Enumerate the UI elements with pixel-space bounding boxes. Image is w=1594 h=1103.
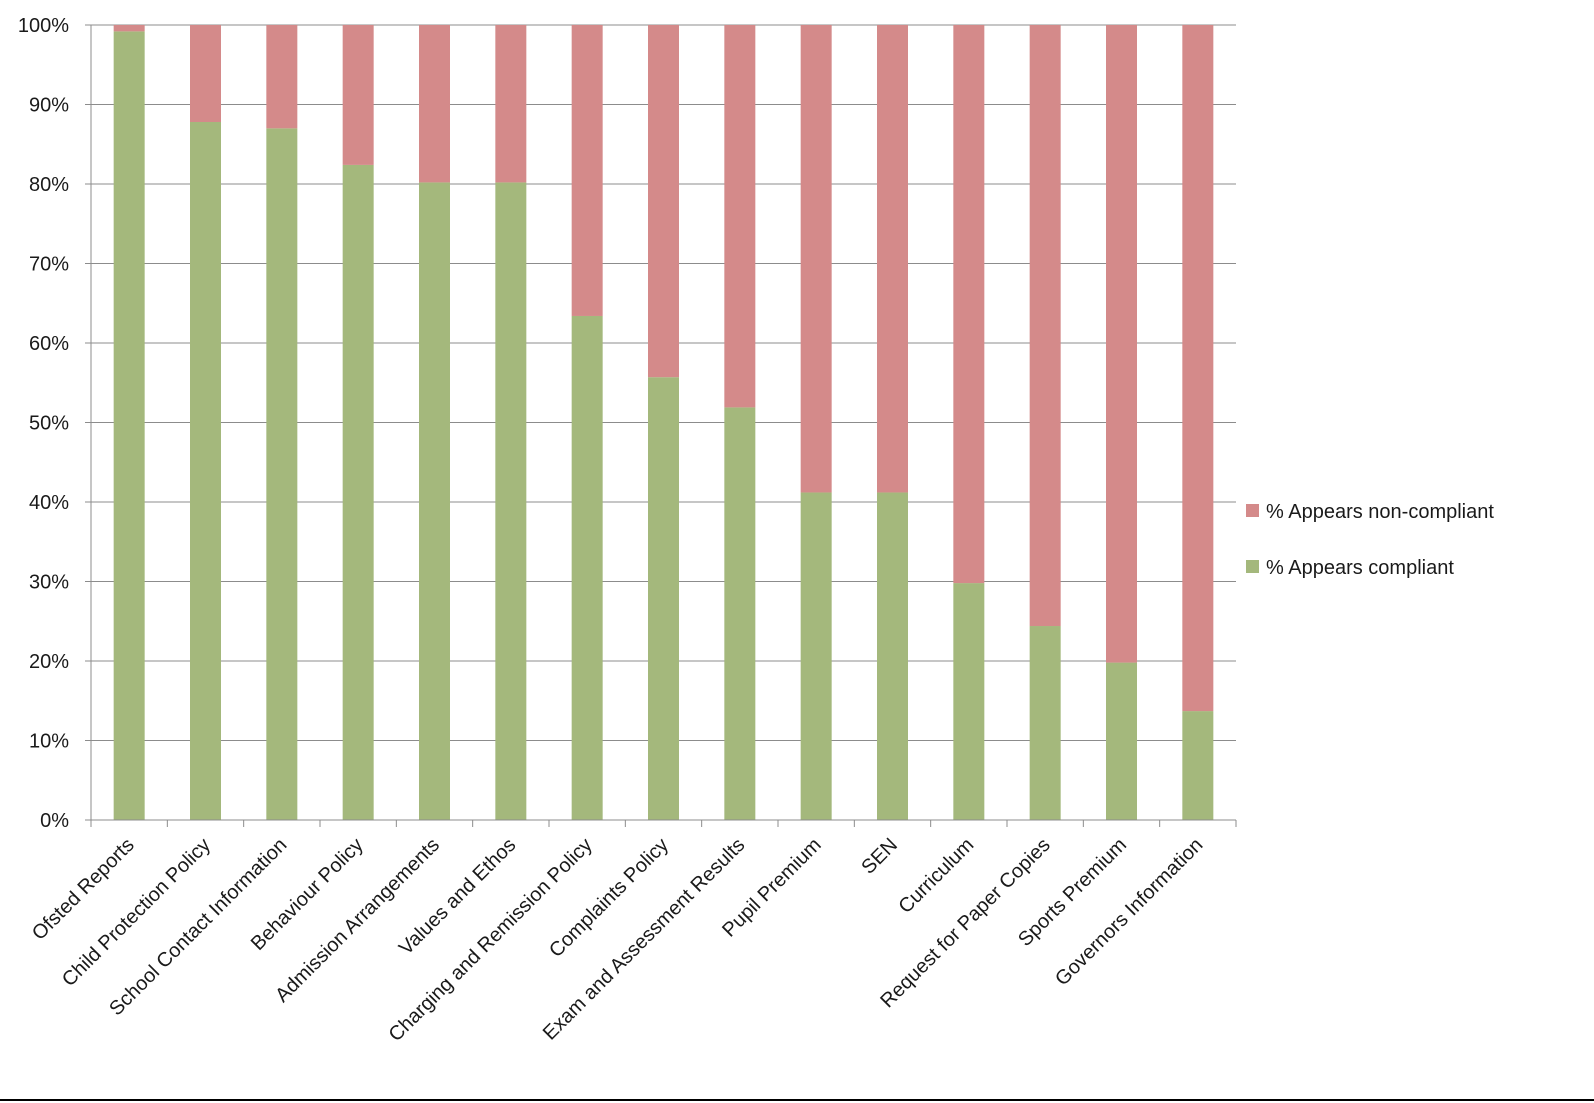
bar-segment [419,182,450,820]
y-tick-label: 40% [29,492,69,514]
x-category-label: Curriculum [894,834,978,918]
y-tick-label: 80% [29,174,69,196]
bar-segment [800,492,832,820]
bar-segment [571,315,603,820]
bar-segment [190,121,221,821]
bar-segment [724,25,756,408]
bar-segment [877,25,908,493]
bar-segment [571,25,603,316]
bar-segment [113,25,145,32]
bars [113,25,1214,821]
bar-segment [648,377,679,820]
legend-label: % Appears compliant [1266,557,1454,579]
y-tick-label: 100% [18,15,69,37]
x-category-label: Governors Information [1051,834,1207,990]
bar-segment [266,25,298,129]
bar-segment [953,583,985,820]
bar-segment [190,25,221,122]
bar-segment [495,182,527,820]
bar-segment [342,164,374,821]
bar-segment [1106,25,1137,663]
legend: % Appears non-compliant % Appears complia… [1246,501,1494,579]
bar-segment [1182,25,1214,712]
y-tick-label: 30% [29,572,69,594]
y-tick-label: 60% [29,333,69,355]
bar-segment [419,25,450,183]
bar-segment [877,492,908,820]
bar-segment [800,25,832,493]
y-tick-label: 0% [40,810,69,832]
y-tick-label: 90% [29,95,69,117]
legend-swatch [1246,560,1259,573]
y-tick-label: 50% [29,413,69,435]
y-tick-label: 20% [29,651,69,673]
legend-label: % Appears non-compliant [1266,501,1494,523]
y-tick-label: 10% [29,731,69,753]
bar-segment [113,31,145,821]
bar-segment [1182,711,1214,820]
legend-swatch [1246,504,1259,517]
bar-segment [342,25,374,165]
bar-segment [266,128,298,821]
bar-segment [1106,662,1137,820]
y-tick-label: 70% [29,254,69,276]
bar-segment [1029,25,1061,627]
bar-segment [953,25,985,584]
bar-segment [648,25,679,378]
bar-segment [1029,626,1061,820]
bar-segment [495,25,527,183]
bar-segment [724,407,756,820]
x-category-label: Child Protection Policy [58,834,215,991]
x-category-label: SEN [857,834,902,879]
